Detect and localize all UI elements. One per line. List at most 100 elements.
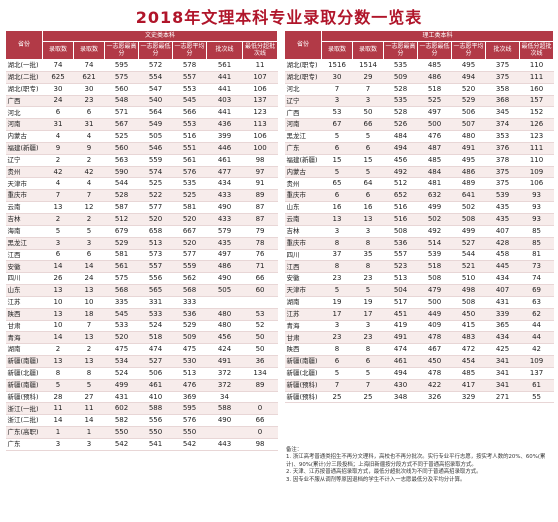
value-cell: 0: [242, 402, 278, 416]
value-cell: 441: [206, 71, 243, 84]
value-cell: 8: [321, 343, 353, 357]
value-cell: 419: [383, 320, 418, 333]
table-row: 甘肃 10 7 533 524 529 480 52: [5, 320, 278, 333]
table-row: 辽宁 3 3 535 525 529 368 157: [284, 95, 554, 108]
value-cell: 1516: [321, 59, 353, 72]
value-cell: 544: [451, 249, 486, 262]
value-cell: 480: [206, 308, 243, 321]
value-cell: 542: [104, 438, 139, 451]
value-cell: 478: [417, 331, 452, 345]
province-cell: 湖北(一批): [5, 59, 43, 72]
table-row: 天津市 5 5 504 479 498 407 69: [284, 284, 554, 297]
province-cell: 河北: [5, 106, 43, 120]
value-cell: 545: [104, 308, 139, 321]
value-cell: 87: [242, 213, 278, 226]
province-cell: 新疆(北疆): [284, 367, 322, 380]
value-cell: 535: [383, 59, 418, 72]
value-cell: 7: [73, 189, 105, 203]
value-cell: 25: [352, 391, 384, 404]
value-cell: 679: [104, 225, 139, 238]
value-cell: 123: [242, 106, 278, 120]
column-header: 录取数: [321, 41, 353, 60]
value-cell: 588: [138, 402, 173, 416]
column-header: 录取数: [73, 41, 105, 60]
value-cell: 331: [138, 296, 173, 309]
value-cell: 504: [383, 284, 418, 297]
value-cell: 550: [172, 426, 207, 439]
value-cell: 520: [138, 213, 173, 226]
value-cell: 27: [73, 391, 105, 404]
value-cell: 450: [417, 355, 452, 368]
province-cell: 重庆市: [284, 189, 322, 203]
value-cell: 495: [451, 154, 486, 167]
value-cell: 14: [42, 414, 74, 428]
province-cell: 重庆市: [5, 189, 43, 203]
value-cell: 667: [172, 225, 207, 238]
value-cell: 52: [242, 320, 278, 333]
value-cell: 456: [206, 331, 243, 345]
table-row: 湖北(职专) 1516 1514 535 485 495 375 110: [284, 59, 554, 72]
value-cell: 74: [42, 59, 74, 72]
value-cell: 424: [206, 343, 243, 357]
value-cell: 66: [242, 272, 278, 286]
value-cell: 550: [104, 426, 139, 439]
value-cell: 454: [451, 355, 486, 368]
value-cell: 602: [104, 402, 139, 416]
value-cell: 137: [242, 95, 278, 108]
value-cell: 481: [417, 177, 452, 191]
value-cell: 157: [519, 95, 554, 108]
value-cell: 502: [451, 201, 486, 214]
table-row: 四川 26 24 575 556 562 490 66: [5, 272, 278, 286]
value-cell: 335: [104, 296, 139, 309]
value-cell: 565: [138, 284, 173, 297]
value-cell: 525: [138, 177, 173, 191]
value-cell: 581: [104, 249, 139, 262]
province-cell: 云南: [284, 213, 322, 226]
value-cell: 74: [519, 272, 554, 286]
value-cell: 513: [172, 367, 207, 380]
value-cell: 436: [206, 118, 243, 132]
province-cell: 甘肃: [5, 320, 43, 333]
table-row: 湖北(二批) 625 621 575 554 557 441 107: [5, 71, 278, 84]
value-cell: 475: [104, 343, 139, 357]
value-cell: 492: [417, 225, 452, 238]
column-header: 一志愿最低分: [138, 41, 173, 60]
value-cell: 93: [519, 189, 554, 203]
value-cell: 518: [417, 260, 452, 274]
value-cell: 8: [352, 237, 384, 250]
notes-line: 2. 天津、江苏按普通高招录取方式，最低分超批次线为不同于普通高招录取方式。: [286, 469, 482, 476]
value-cell: 451: [383, 308, 418, 321]
value-cell: 6: [321, 142, 353, 155]
value-cell: 528: [383, 106, 418, 120]
table-row: 贵州 42 42 590 574 576 477 97: [5, 166, 278, 179]
value-cell: 5: [352, 166, 384, 179]
province-cell: 天津市: [5, 177, 43, 191]
value-cell: 7: [42, 189, 74, 203]
value-cell: 513: [138, 237, 173, 250]
value-cell: 3: [42, 438, 74, 451]
value-cell: 428: [485, 237, 520, 250]
value-cell: 559: [172, 260, 207, 274]
value-cell: 65: [321, 177, 353, 191]
value-cell: 578: [172, 59, 207, 72]
province-cell: 浙江(二批): [5, 414, 43, 428]
value-cell: 15: [352, 154, 384, 167]
value-cell: 518: [417, 83, 452, 96]
value-cell: 506: [451, 106, 486, 120]
value-cell: 512: [104, 213, 139, 226]
value-cell: 494: [383, 142, 418, 155]
value-cell: 375: [485, 59, 520, 72]
value-cell: 5: [321, 367, 353, 380]
header-group: 理工类本科: [320, 30, 555, 42]
value-cell: 368: [485, 95, 520, 108]
value-cell: 556: [138, 414, 173, 428]
value-cell: 508: [383, 225, 418, 238]
value-cell: 44: [519, 320, 554, 333]
value-cell: 415: [451, 320, 486, 333]
table-row: 湖南 2 2 475 474 475 424 50: [5, 343, 278, 357]
table-row: 吉林 3 3 508 492 499 407 85: [284, 225, 554, 238]
value-cell: 11: [242, 59, 278, 72]
column-header: 录取数: [42, 41, 74, 60]
value-cell: 19: [352, 296, 384, 309]
value-cell: 7: [352, 83, 384, 96]
